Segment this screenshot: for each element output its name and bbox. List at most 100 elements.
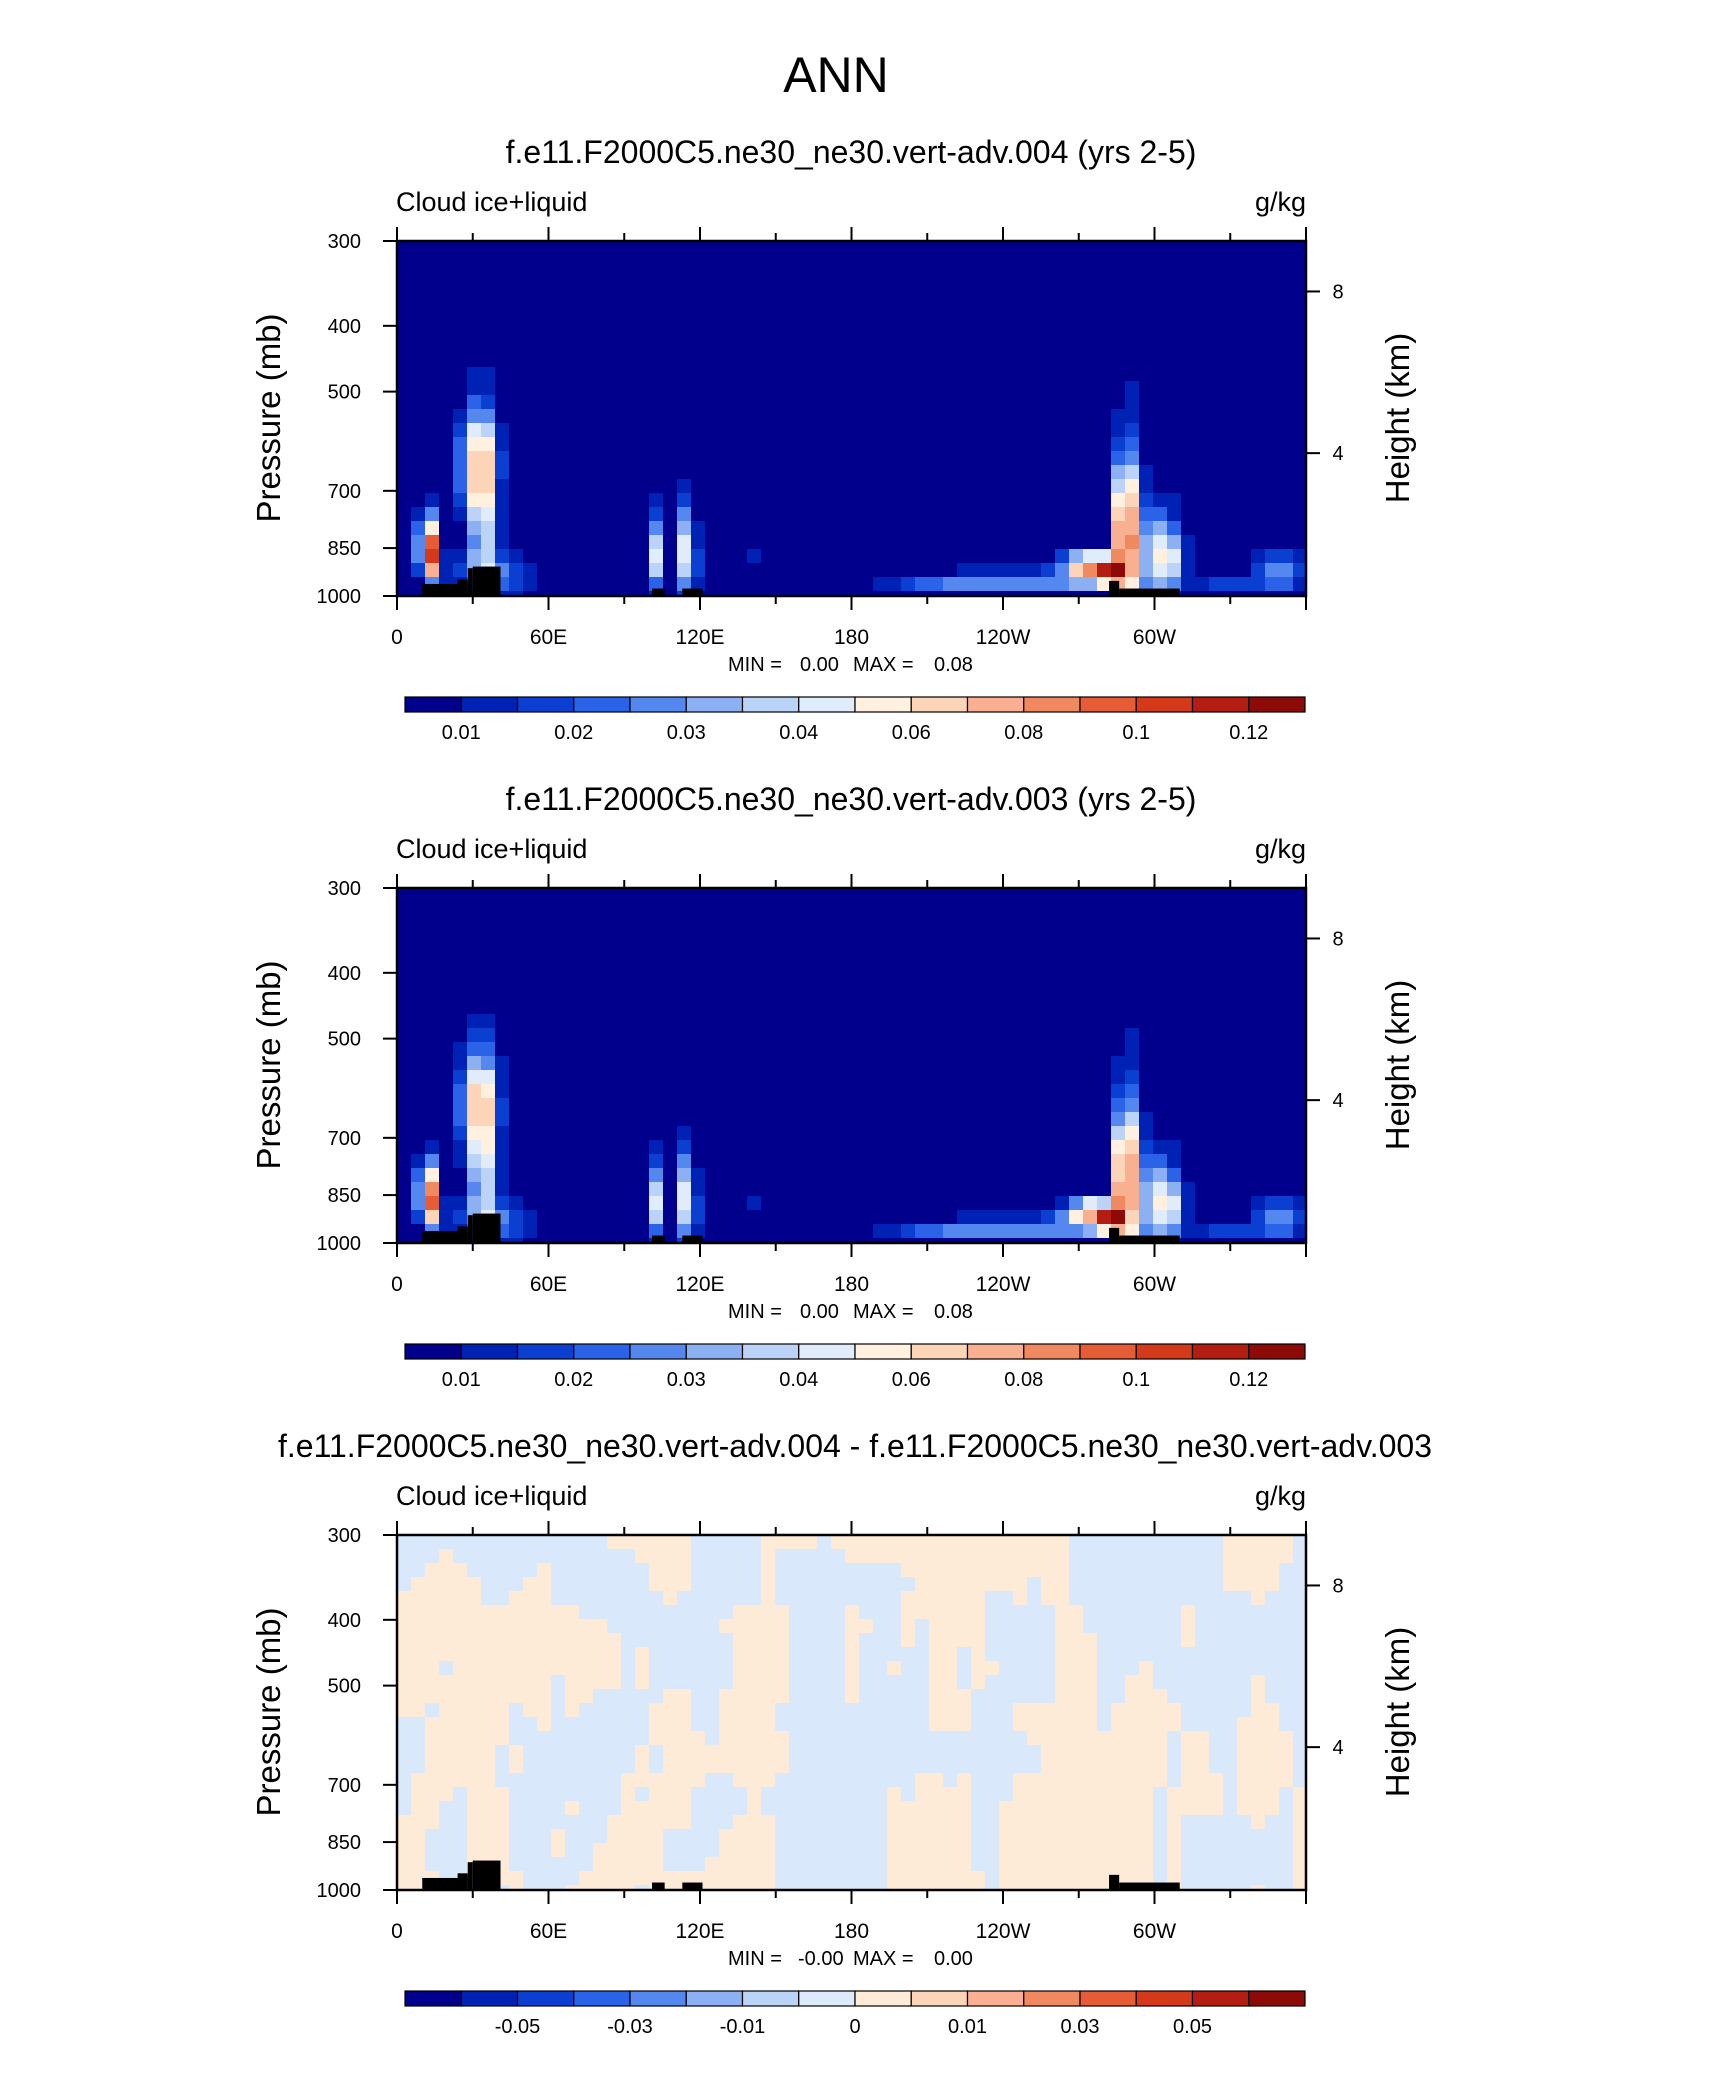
heatmap-cell [635, 577, 650, 592]
heatmap-cell [817, 1801, 832, 1816]
heatmap-cell [957, 269, 972, 284]
heatmap-cell [1139, 1182, 1154, 1197]
heatmap-cell [439, 1070, 454, 1085]
heatmap-cell [649, 986, 664, 1001]
heatmap-cell [439, 1154, 454, 1169]
heatmap-cell [467, 297, 482, 312]
heatmap-cell [999, 1210, 1014, 1225]
heatmap-cell [1111, 311, 1126, 326]
heatmap-cell [1279, 1056, 1294, 1071]
heatmap-cell [859, 1843, 874, 1858]
heatmap-cell [691, 269, 706, 284]
heatmap-cell [1041, 563, 1056, 578]
y-tick-label: 850 [328, 1185, 361, 1207]
heatmap-cell [747, 1689, 762, 1704]
heatmap-cell [859, 1633, 874, 1648]
heatmap-cell [1041, 367, 1056, 382]
heatmap-cell [985, 944, 1000, 959]
heatmap-cell [761, 1857, 776, 1872]
heatmap-cell [1013, 916, 1028, 931]
heatmap-cell [425, 1577, 440, 1592]
heatmap-cell [1209, 1112, 1224, 1127]
heatmap-cell [1055, 1633, 1070, 1648]
heatmap-cell [1069, 1717, 1084, 1732]
heatmap-cell [1055, 465, 1070, 480]
heatmap-cell [1055, 902, 1070, 917]
heatmap-cell [551, 1857, 566, 1872]
heatmap-cell [551, 1196, 566, 1211]
heatmap-cell [1027, 930, 1042, 945]
heatmap-cell [523, 1787, 538, 1802]
heatmap-cell [817, 423, 832, 438]
heatmap-cell [453, 1787, 468, 1802]
heatmap-cell [481, 465, 496, 480]
heatmap-cell [747, 1238, 762, 1244]
heatmap-cell [845, 1787, 860, 1802]
heatmap-cell [1125, 1112, 1140, 1127]
heatmap-cell [733, 1675, 748, 1690]
heatmap-cell [621, 535, 636, 550]
heatmap-cell [1293, 577, 1307, 592]
heatmap-cell [873, 563, 888, 578]
heatmap-cell [495, 888, 510, 903]
heatmap-cell [845, 1535, 860, 1550]
heatmap-cell [551, 1210, 566, 1225]
heatmap-cell [1083, 1000, 1098, 1015]
heatmap-cell [887, 1885, 902, 1891]
panel-title: f.e11.F2000C5.ne30_ne30.vert-adv.003 (yr… [506, 781, 1197, 817]
heatmap-cell [1041, 1815, 1056, 1830]
heatmap-cell [1083, 958, 1098, 973]
heatmap-cell [1153, 409, 1168, 424]
heatmap-cell [537, 1168, 552, 1183]
heatmap-cell [1041, 283, 1056, 298]
heatmap-cell [635, 437, 650, 452]
heatmap-cell [901, 269, 916, 284]
heatmap-cell [551, 916, 566, 931]
heatmap-cell [719, 395, 734, 410]
heatmap-cell [775, 1689, 790, 1704]
heatmap-cell [831, 1238, 846, 1244]
heatmap-cell [1181, 1084, 1196, 1099]
heatmap-cell [1265, 1126, 1280, 1141]
heatmap-cell [761, 241, 776, 256]
heatmap-cell [1167, 311, 1182, 326]
heatmap-cell [971, 423, 986, 438]
heatmap-cell [1097, 1843, 1112, 1858]
heatmap-cell [929, 521, 944, 536]
heatmap-cell [607, 493, 622, 508]
heatmap-cell [425, 1084, 440, 1099]
heatmap-cell [537, 1563, 552, 1578]
heatmap-cell [677, 409, 692, 424]
heatmap-cell [397, 930, 412, 945]
heatmap-cell [1097, 1731, 1112, 1746]
heatmap-cell [1153, 1098, 1168, 1113]
heatmap-cell [831, 1829, 846, 1844]
heatmap-cell [803, 395, 818, 410]
heatmap-cell [1083, 902, 1098, 917]
heatmap-cell [817, 1056, 832, 1071]
heatmap-cell [495, 1182, 510, 1197]
heatmap-cell [915, 1591, 930, 1606]
heatmap-cell [887, 577, 902, 592]
heatmap-cell [1195, 902, 1210, 917]
colorbar-swatch [573, 1343, 631, 1360]
heatmap-cell [887, 1042, 902, 1057]
heatmap-cell [803, 1689, 818, 1704]
heatmap-cell [887, 930, 902, 945]
heatmap-cell [887, 1647, 902, 1662]
y-axis-right: 84 [1306, 928, 1344, 1112]
heatmap-cell [775, 944, 790, 959]
heatmap-cell [551, 297, 566, 312]
heatmap-cell [901, 1154, 916, 1169]
heatmap-cell [705, 1056, 720, 1071]
heatmap-cell [1083, 409, 1098, 424]
heatmap-cell [509, 1238, 524, 1244]
heatmap-cell [915, 549, 930, 564]
heatmap-cell [551, 493, 566, 508]
heatmap-cell [1195, 535, 1210, 550]
heatmap-cell [481, 958, 496, 973]
heatmap-cell [901, 986, 916, 1001]
heatmap-cell [845, 1703, 860, 1718]
heatmap-cell [1111, 986, 1126, 1001]
heatmap-cell [453, 395, 468, 410]
